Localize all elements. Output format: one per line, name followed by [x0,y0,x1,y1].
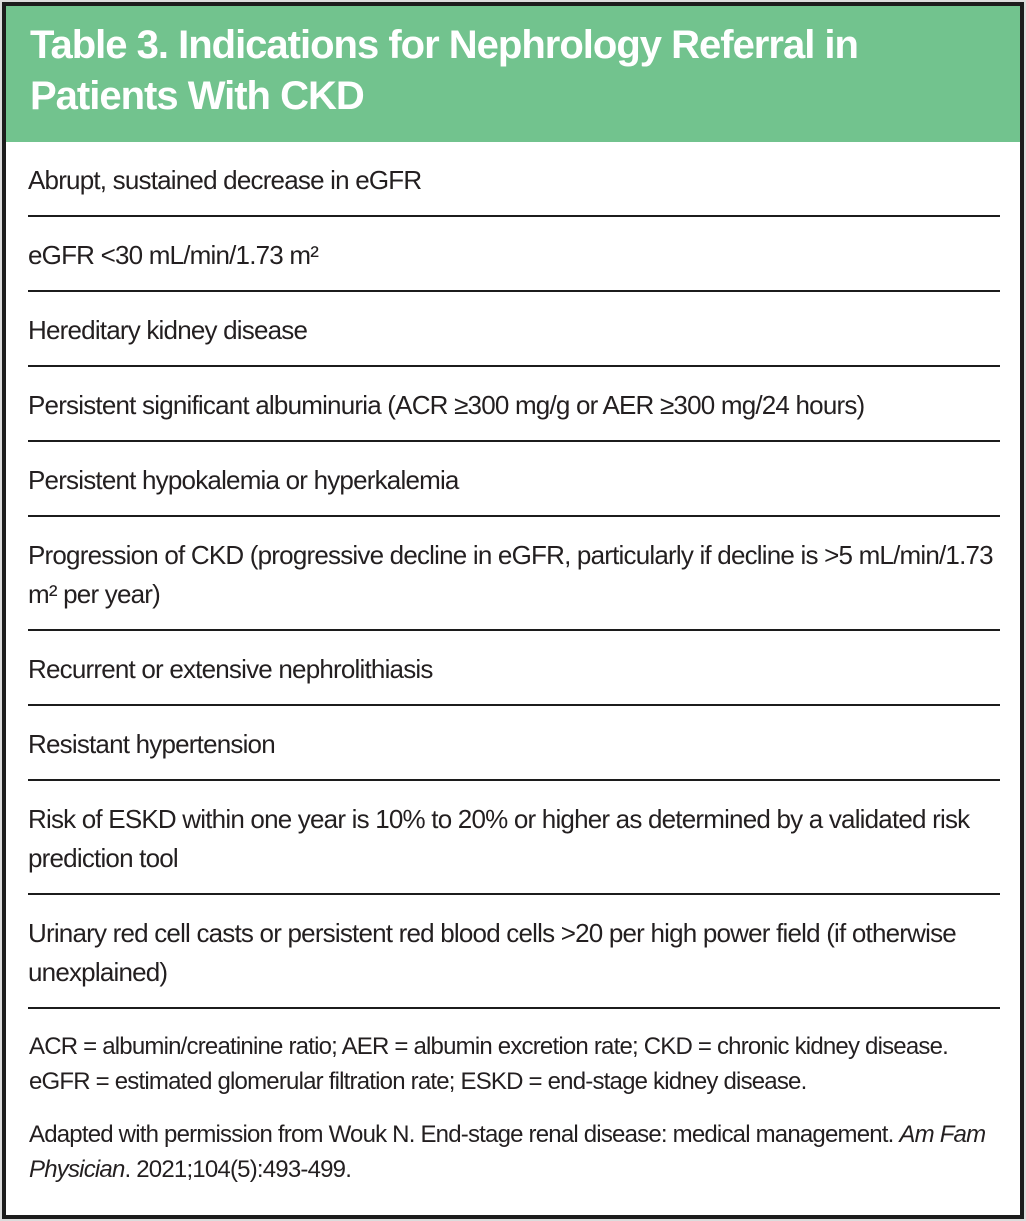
table-row: Progression of CKD (progressive decline … [28,517,1000,631]
source-text-suffix: . 2021;104(5):493-499. [124,1156,352,1183]
table-row: Risk of ESKD within one year is 10% to 2… [28,781,1000,895]
table-row: Resistant hypertension [28,706,1000,781]
source-journal-name: Am Fam Physician [29,1121,986,1183]
table-row: Recurrent or extensive nephrolithiasis [28,631,1000,706]
table-row: Persistent significant albuminuria (ACR … [28,367,1000,442]
table-row: Hereditary kidney disease [28,292,1000,367]
table-header: Table 3. Indications for Nephrology Refe… [6,6,1020,142]
table-rows: Abrupt, sustained decrease in eGFR eGFR <… [28,142,1000,1009]
abbreviations-footnote: ACR = albumin/creatinine ratio; AER = al… [29,1033,949,1095]
table-footnotes: ACR = albumin/creatinine ratio; AER = al… [6,1009,1020,1187]
table-row: eGFR <30 mL/min/1.73 m² [28,217,1000,292]
table-row: Urinary red cell casts or persistent red… [28,895,1000,1009]
table-title: Table 3. Indications for Nephrology Refe… [30,23,859,118]
source-text-prefix: Adapted with permission from Wouk N. End… [29,1121,900,1148]
table-row: Persistent hypokalemia or hyperkalemia [28,442,1000,517]
source-footnote: Adapted with permission from Wouk N. End… [29,1117,996,1187]
table-row: Abrupt, sustained decrease in eGFR [28,142,1000,217]
